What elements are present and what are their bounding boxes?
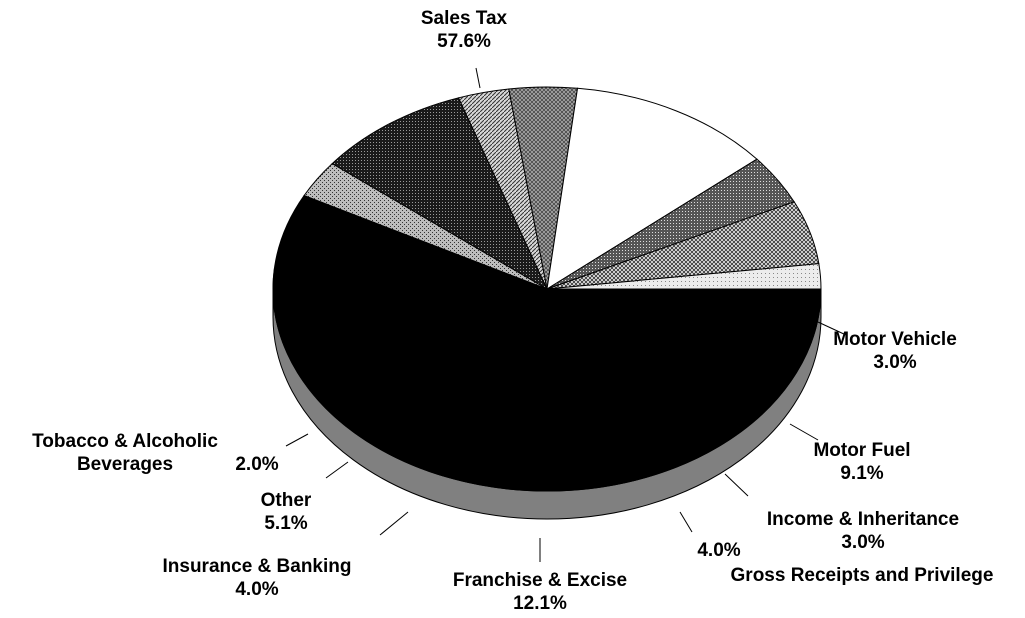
pie-slice-motor-fuel [331,97,549,291]
leader-line [724,473,749,497]
slice-label: Motor Vehicle [833,329,957,350]
slice-label: Sales Tax [421,8,508,29]
slice-value-label: 57.6% [437,31,491,52]
leader-line [475,67,481,89]
slice-value-label: 3.0% [873,352,916,373]
slice-label: Gross Receipts and Privilege [731,565,994,586]
slice-value-label: 4.0% [697,540,740,561]
slice-label: Insurance & Banking [163,556,352,577]
slice-value-label: 4.0% [235,579,278,600]
slice-value-label: 2.0% [235,454,278,475]
slice-label: Income & Inheritance [767,509,959,530]
pie-slice-franchise-excise [546,87,758,290]
pie-slice-sales-tax [272,194,822,492]
slice-value-label: 5.1% [264,513,307,534]
leader-line [325,461,349,479]
slice-label: Franchise & Excise [453,570,627,591]
leader-line [817,321,847,336]
pie-slice-tobacco-alcoholic-beverages [546,263,822,290]
slice-value-label: 9.1% [840,463,883,484]
slice-value-label: 3.0% [841,532,884,553]
slice-label: Other [261,490,312,511]
leader-line [285,433,309,447]
slice-label: Beverages [77,454,173,475]
slice-label: Tobacco & Alcoholic [32,431,218,452]
slice-label: Motor Fuel [813,440,910,461]
slice-value-label: 12.1% [513,593,567,614]
leader-line [789,423,819,441]
leader-line [679,511,693,533]
leader-line [379,511,409,536]
